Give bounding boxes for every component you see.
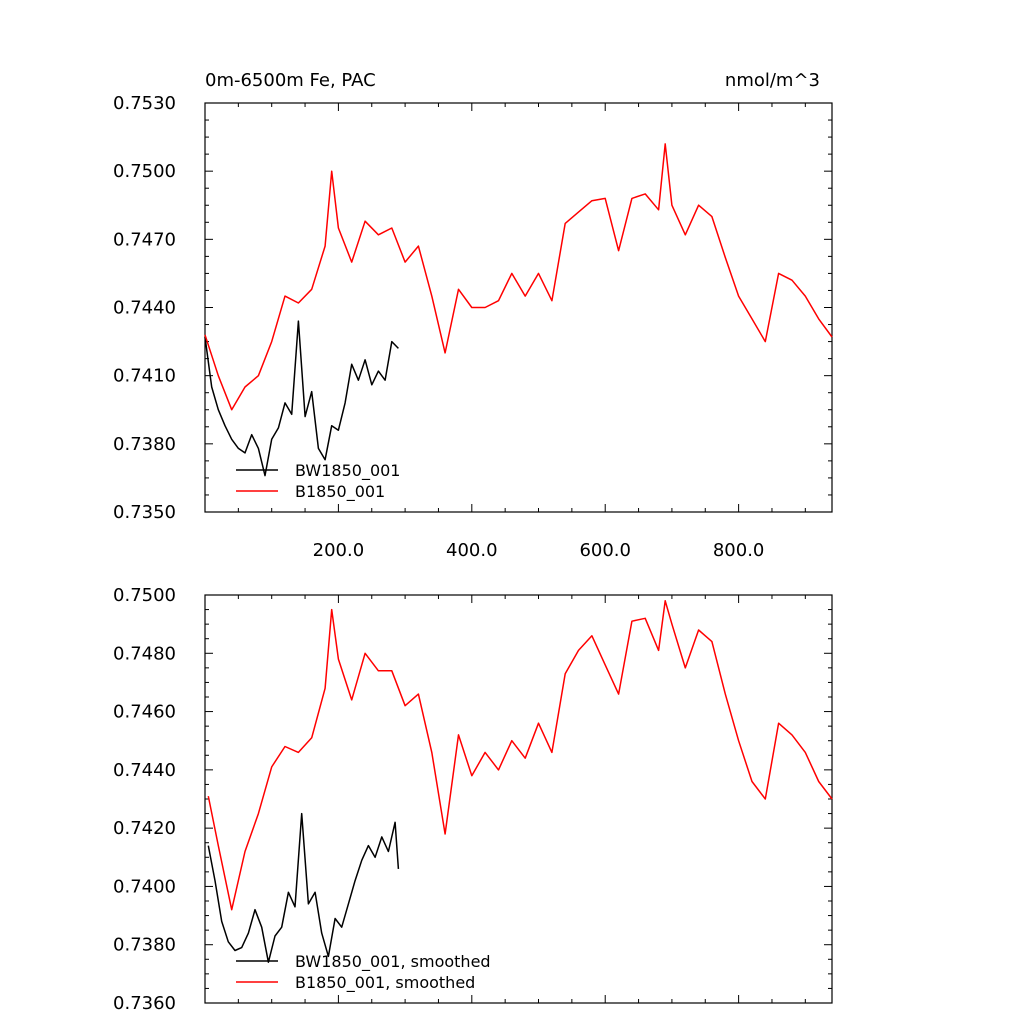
y-tick-label: 0.7410 — [113, 366, 176, 387]
chart-title: 0m-6500m Fe, PAC — [205, 70, 376, 91]
series-line-1 — [204, 320, 399, 477]
y-tick-label: 0.7460 — [113, 702, 176, 723]
x-tick-label: 200.0 — [313, 540, 365, 561]
legend-label: BW1850_001, smoothed — [295, 952, 491, 972]
legend-label: B1850_001, smoothed — [295, 973, 475, 993]
series-line-1 — [207, 812, 400, 963]
plot-frame — [204, 594, 833, 1004]
y-tick-label: 0.7500 — [113, 585, 176, 606]
y-tick-label: 0.7420 — [113, 818, 176, 839]
x-tick-label: 400.0 — [446, 540, 498, 561]
y-tick-label: 0.7350 — [113, 502, 176, 523]
y-tick-label: 0.7380 — [113, 935, 176, 956]
y-tick-label: 0.7440 — [113, 298, 176, 319]
legend-label: BW1850_001 — [295, 461, 400, 481]
y-tick-label: 0.7500 — [113, 161, 176, 182]
y-tick-label: 0.7470 — [113, 229, 176, 250]
legend-label: B1850_001 — [295, 482, 385, 502]
x-tick-label: 800.0 — [713, 540, 765, 561]
y-tick-label: 0.7360 — [113, 993, 176, 1014]
plot-frame — [204, 102, 833, 513]
chart-panel-2: 0.7360 0.7380 0.7400 0.7420 0.7440 0.7460 0.74… — [113, 585, 833, 1014]
chart-panel-1: 0.7350 0.7380 0.7410 0.7440 0.7470 0.7500 0.75… — [113, 93, 833, 561]
x-tick-label: 600.0 — [579, 540, 631, 561]
y-tick-label: 0.7380 — [113, 434, 176, 455]
chart-units: nmol/m^3 — [725, 70, 820, 91]
y-tick-label: 0.7480 — [113, 643, 176, 664]
y-tick-label: 0.7400 — [113, 876, 176, 897]
y-tick-label: 0.7440 — [113, 760, 176, 781]
series-line-2 — [207, 600, 833, 911]
y-tick-label: 0.7530 — [113, 93, 176, 114]
series-line-2 — [204, 143, 833, 411]
